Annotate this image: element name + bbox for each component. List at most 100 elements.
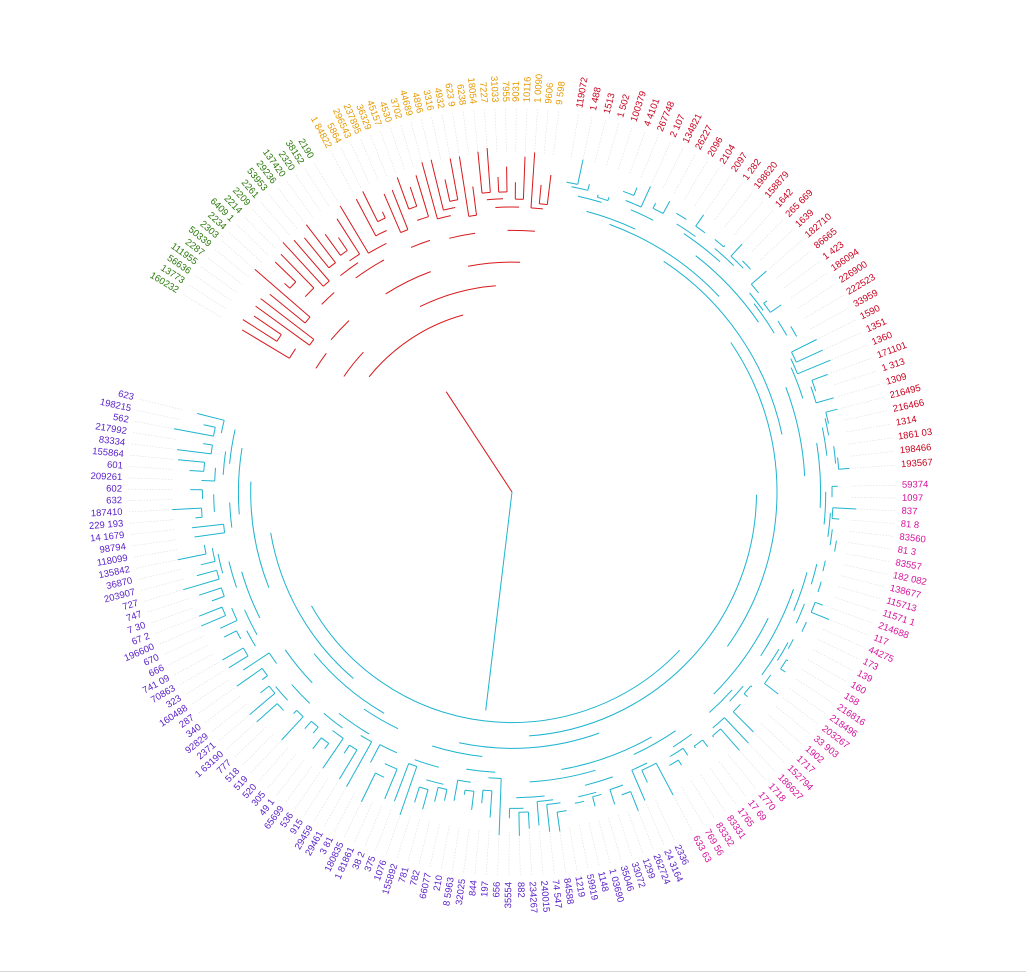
red-branch-tip	[255, 305, 310, 346]
cyan-branch-tip	[677, 759, 682, 766]
cyan-branch-arc	[641, 762, 657, 771]
leaf-guide	[193, 274, 232, 301]
cyan-branch-tip	[633, 187, 638, 196]
leaf-label-purple: 882	[515, 882, 526, 898]
leaf-guide	[385, 813, 401, 856]
cyan-branch-tip	[324, 743, 330, 750]
leaf-guide	[681, 786, 705, 826]
leaf-label-orange: 18054	[465, 77, 479, 104]
cyan-branch-arc	[625, 200, 642, 208]
leaf-guide	[724, 191, 754, 228]
leaf-guide	[830, 357, 873, 374]
leaf-guide	[353, 801, 373, 844]
cyan-branch-arc	[214, 467, 216, 482]
cyan-branch-arc	[203, 544, 207, 555]
cyan-branch-tip	[641, 770, 648, 783]
red-branch-tip	[444, 179, 451, 202]
leaf-guide	[268, 193, 298, 229]
leaf-label-purple: 187410	[91, 507, 123, 520]
leaf-label-purple: 747	[125, 609, 144, 624]
cyan-branch-arc	[831, 507, 834, 519]
cyan-branch-arc	[609, 784, 624, 791]
cyan-branch-arc	[291, 684, 311, 704]
red-clade-stem	[445, 391, 513, 493]
cyan-branch-tip	[695, 214, 705, 227]
leaf-label-orange: 7955	[500, 81, 511, 102]
leaf-guide	[168, 644, 209, 666]
leaf-guide	[851, 508, 897, 512]
cyan-branch-arc	[776, 642, 789, 661]
leaf-guide	[790, 271, 829, 299]
cyan-branch-arc	[349, 744, 358, 751]
cyan-branch-tip	[750, 270, 767, 285]
cyan-branch-tip	[640, 186, 651, 208]
cyan-branch-tip	[201, 480, 215, 482]
red-branch-tip	[269, 293, 306, 324]
leaf-guide	[543, 108, 549, 154]
leaf-guide	[844, 564, 889, 575]
leaf-label-magenta: 81 8	[900, 519, 919, 531]
leaf-label-purple: 83334	[98, 434, 126, 448]
cyan-branch-tip	[577, 159, 584, 185]
red-branch-tip	[362, 191, 379, 222]
leaf-label-magenta: 59374	[902, 479, 929, 490]
leaf-label-purple: 197	[479, 881, 491, 898]
leaf-label-orange: 4896	[409, 91, 425, 114]
leaf-guide	[822, 629, 865, 648]
cyan-branch-arc	[216, 570, 220, 580]
red-branch-arc	[322, 280, 330, 287]
leaf-guide	[206, 256, 243, 285]
cyan-branch-arc	[242, 647, 249, 657]
red-branch-tip	[260, 298, 315, 340]
cyan-branch-tip	[249, 692, 276, 715]
leaf-guide	[700, 774, 727, 813]
leaf-label-purple: 601	[107, 460, 124, 472]
cyan-branch-tip	[203, 424, 216, 428]
leaf-labels: 1602321377356636111955228750339230322346…	[89, 74, 933, 914]
cyan-branch-tip	[194, 532, 225, 538]
cyan-branch-arc	[384, 763, 398, 770]
leaf-label-purple: 32025	[454, 878, 468, 906]
red-branch-tip	[282, 241, 324, 287]
leaf-guide	[694, 167, 720, 206]
leaf-guide	[431, 115, 442, 160]
cyan-branch-arc	[284, 649, 313, 684]
leaf-guide	[826, 344, 868, 363]
leaf-guide	[744, 739, 777, 773]
leaf-guide	[760, 723, 795, 755]
leaf-guide	[594, 118, 607, 163]
cyan-branch-tip	[211, 595, 225, 602]
leaf-guide	[849, 530, 895, 537]
leaf-label-purple: 8 5963	[441, 876, 456, 906]
cyan-branch-tip	[814, 601, 823, 606]
cyan-branch-arc	[313, 653, 385, 714]
leaf-label-purple: 74 547	[550, 879, 564, 909]
leaf-guide	[241, 733, 274, 767]
leaf-label-orange: 7227	[477, 82, 489, 104]
cyan-branch-tip	[720, 728, 740, 751]
cyan-branch-arc	[793, 572, 808, 611]
cyan-branch-tip	[177, 553, 207, 561]
cyan-branch-arc	[714, 248, 735, 266]
leaf-guide	[841, 396, 886, 409]
leaf-guide	[158, 626, 200, 645]
red-branch-tip	[355, 198, 377, 237]
cyan-branch-arc	[244, 609, 258, 636]
cyan-branch-arc	[229, 502, 233, 528]
cyan-branch-arc	[825, 412, 829, 424]
red-branch-arc	[349, 253, 360, 262]
leaf-label-orange: 6238	[454, 84, 468, 106]
cyan-branch-arc	[332, 730, 344, 739]
leaf-guide	[627, 811, 644, 855]
cyan-branch-arc	[827, 512, 831, 537]
cyan-branch-arc	[414, 759, 439, 768]
cyan-branch-tip	[838, 467, 850, 470]
leaf-guide	[831, 608, 874, 624]
leaf-guide	[304, 167, 329, 206]
leaf-label-purple: 781	[397, 866, 412, 884]
cyan-branch-tip	[172, 507, 202, 511]
red-branch-arc	[321, 292, 335, 305]
leaf-guide	[190, 679, 229, 705]
leaf-guide	[135, 409, 180, 420]
